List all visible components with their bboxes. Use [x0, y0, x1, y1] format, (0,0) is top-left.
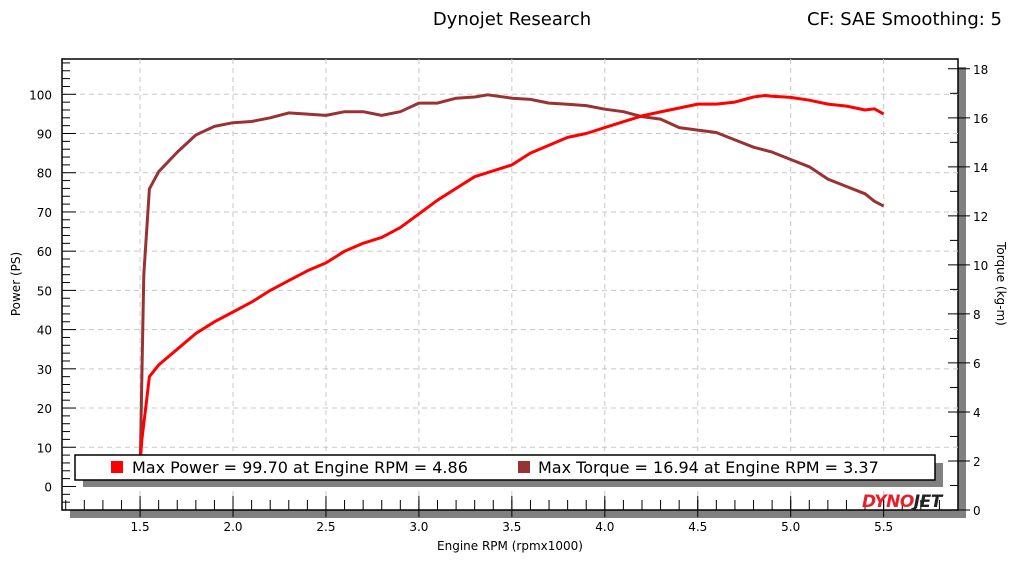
- y2-tick-label: 0: [973, 504, 981, 518]
- y-tick-label: 100: [29, 88, 52, 102]
- legend-label-torque: Max Torque = 16.94 at Engine RPM = 3.37: [538, 458, 879, 477]
- power-curve: [138, 94, 885, 464]
- y2-tick-label: 16: [973, 112, 988, 126]
- y-tick-label: 20: [37, 402, 52, 416]
- legend-label-power: Max Power = 99.70 at Engine RPM = 4.86: [132, 458, 468, 477]
- x-tick-label: 4.0: [595, 520, 614, 534]
- y2-tick-label: 10: [973, 259, 988, 273]
- y-tick-label: 80: [37, 167, 52, 181]
- y-tick-label: 0: [44, 480, 52, 494]
- x-tick-label: 3.5: [502, 520, 521, 534]
- x-tick-label: 3.0: [409, 520, 428, 534]
- y2-tick-label: 18: [973, 63, 988, 77]
- y2-tick-label: 12: [973, 210, 988, 224]
- legend-swatch-torque: [518, 461, 530, 473]
- dynojet-logo: DYNOJET: [862, 492, 944, 512]
- torque-curve: [138, 93, 885, 474]
- y-tick-label: 10: [37, 441, 52, 455]
- y2-tick-label: 8: [973, 308, 981, 322]
- y-tick-label: 40: [37, 324, 52, 338]
- y-axis-label: Power (PS): [9, 252, 23, 316]
- y2-tick-label: 6: [973, 357, 981, 371]
- x-tick-label: 4.5: [688, 520, 707, 534]
- chart-title: Dynojet Research: [432, 9, 592, 30]
- x-axis-label: Engine RPM (rpmx1000): [437, 539, 583, 553]
- y-tick-label: 90: [37, 128, 52, 142]
- x-tick-label: 1.5: [131, 520, 150, 534]
- y-tick-label: 30: [37, 363, 52, 377]
- legend-swatch-power: [111, 461, 123, 473]
- x-tick-label: 2.0: [223, 520, 242, 534]
- x-tick-label: 5.0: [781, 520, 800, 534]
- y-tick-label: 70: [37, 206, 52, 220]
- y-tick-label: 50: [37, 284, 52, 298]
- y2-tick-label: 14: [973, 161, 988, 175]
- x-tick-label: 2.5: [316, 520, 335, 534]
- legend-box: [74, 454, 936, 481]
- y2-tick-label: 2: [973, 455, 981, 469]
- y-tick-label: 60: [37, 245, 52, 259]
- correction-factor-label: CF: SAE Smoothing: 5: [806, 9, 1002, 30]
- y2-tick-label: 4: [973, 406, 981, 420]
- y2-axis-label: Torque (kg-m): [994, 241, 1008, 326]
- x-tick-label: 5.5: [874, 520, 893, 534]
- plot-area: [61, 58, 959, 511]
